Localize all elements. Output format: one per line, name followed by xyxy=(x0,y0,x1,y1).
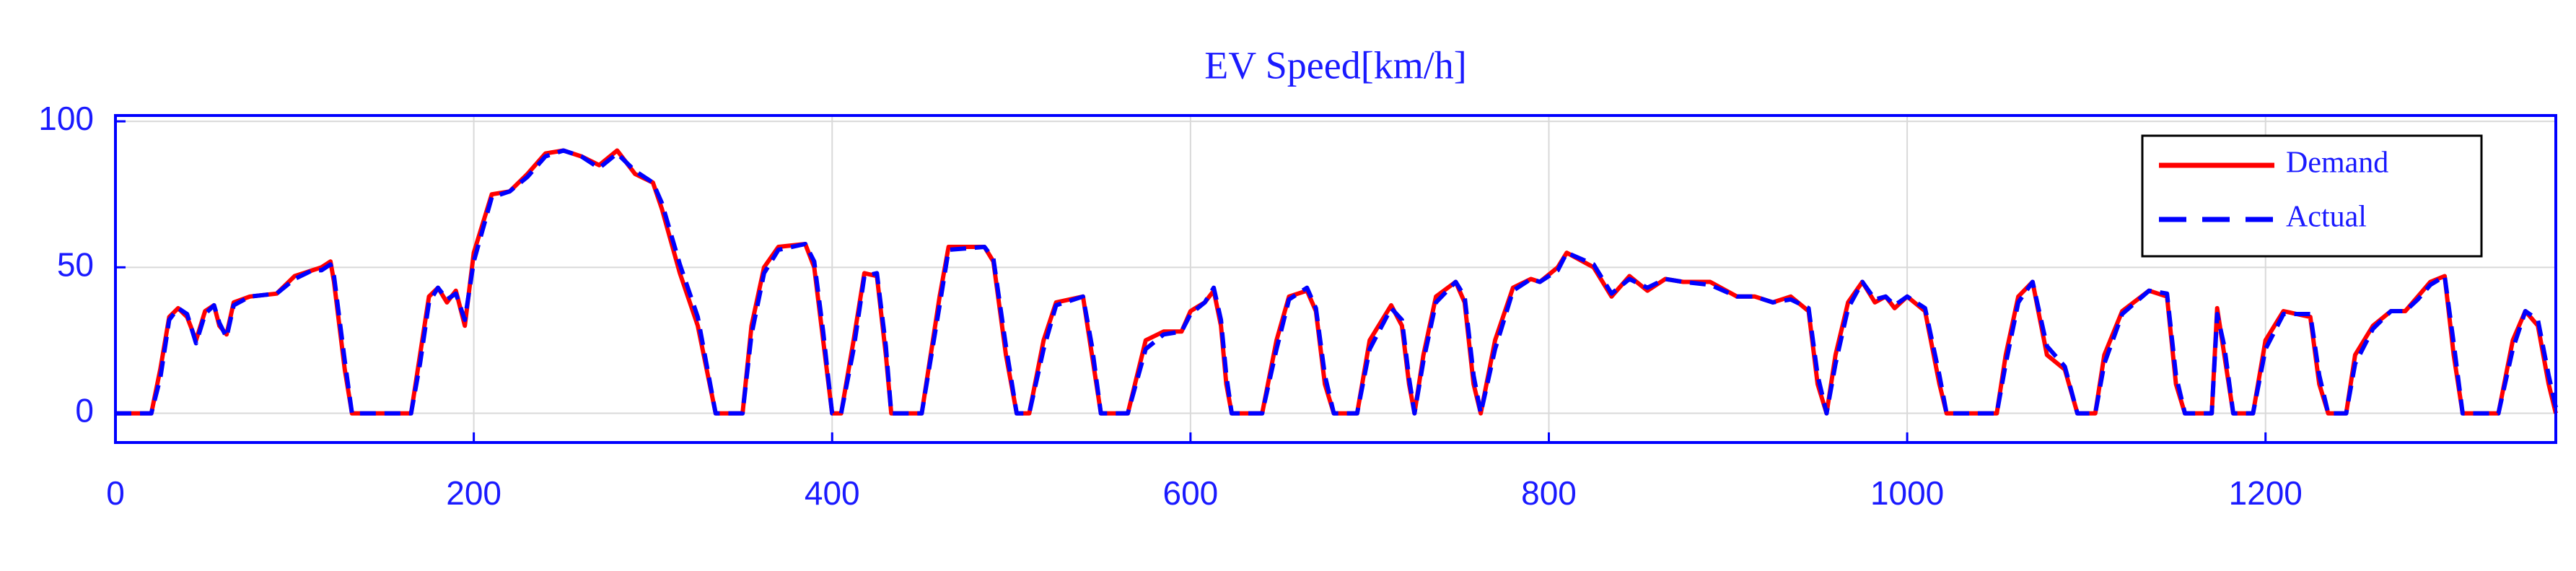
legend-label: Demand xyxy=(2286,147,2388,180)
x-tick-label: 0 xyxy=(106,474,125,512)
x-tick-label: 200 xyxy=(446,474,501,512)
x-tick-label: 1000 xyxy=(1870,474,1944,512)
y-tick-label: 100 xyxy=(38,100,94,137)
chart-title: EV Speed[km/h] xyxy=(1204,43,1466,87)
legend-box xyxy=(2141,134,2483,258)
line-series xyxy=(115,148,2558,416)
y-tick-label: 0 xyxy=(75,392,94,430)
plot-frame xyxy=(114,114,2557,444)
legend-label: Actual xyxy=(2286,201,2367,234)
x-tick-label: 400 xyxy=(805,474,860,512)
y-tick-label: 50 xyxy=(57,245,94,283)
x-tick-label: 600 xyxy=(1162,474,1218,512)
x-tick-label: 1200 xyxy=(2229,474,2303,512)
x-tick-label: 800 xyxy=(1521,474,1577,512)
